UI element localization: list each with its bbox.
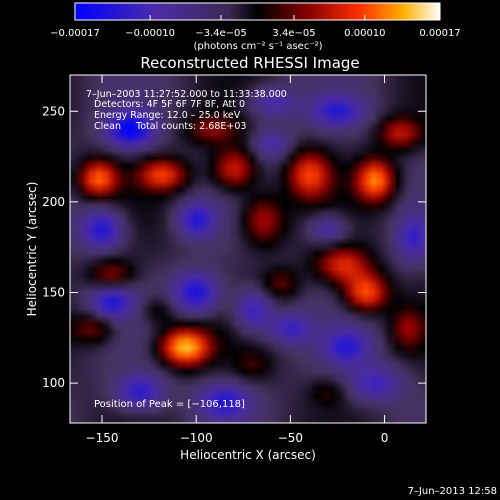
footer-timestamp: 7–Jun–2013 12:58 — [408, 486, 497, 497]
y-tick-label: 150 — [42, 286, 65, 300]
colorbar-tick-label: −0.00010 — [125, 28, 175, 39]
y-tick-label: 100 — [42, 376, 65, 390]
colorbar-tick-label: −0.00017 — [50, 28, 100, 39]
x-axis-ticks: −150 −100 −50 0 — [86, 75, 389, 445]
energy-annotation: Energy Range: 12.0 – 25.0 keV — [94, 110, 241, 121]
y-axis-label: Heliocentric Y (arcsec) — [25, 182, 39, 317]
colorbar-tick-label: 0.00017 — [419, 28, 460, 39]
y-tick-label: 200 — [42, 195, 65, 209]
peak-annotation: Position of Peak = [−106,118] — [94, 399, 245, 410]
colorbar — [74, 2, 441, 21]
colorbar-tick-label: 3.4e−05 — [272, 28, 315, 39]
colorbar-tick-label: −3.4e−05 — [195, 28, 247, 39]
x-tick-label: −100 — [180, 431, 213, 445]
time-range-annotation: 7–Jun–2003 11:27:52.000 to 11:33:38.000 — [86, 89, 287, 100]
detectors-annotation: Detectors: 4F 5F 6F 7F 8F, Att 0 — [94, 99, 245, 110]
plot-frame — [69, 74, 427, 424]
clean-annotation: Clean Total counts: 2.68E+03 — [94, 121, 246, 132]
y-tick-label: 250 — [42, 104, 65, 118]
y-axis-ticks: 100 150 200 250 — [42, 104, 426, 390]
x-tick-label: 0 — [381, 431, 389, 445]
chart-title: Reconstructed RHESSI Image — [140, 54, 359, 72]
colorbar-ticks: −0.00017 −0.00010 −3.4e−05 3.4e−05 0.00010 0.… — [50, 15, 461, 39]
heatmap-image — [70, 75, 426, 423]
x-tick-label: −150 — [86, 431, 119, 445]
x-axis-label: Heliocentric X (arcsec) — [180, 448, 316, 462]
colorbar-units: (photons cm⁻² s⁻¹ asec⁻²) — [193, 41, 322, 52]
x-tick-label: −50 — [278, 431, 303, 445]
colorbar-tick-label: 0.00010 — [344, 28, 385, 39]
